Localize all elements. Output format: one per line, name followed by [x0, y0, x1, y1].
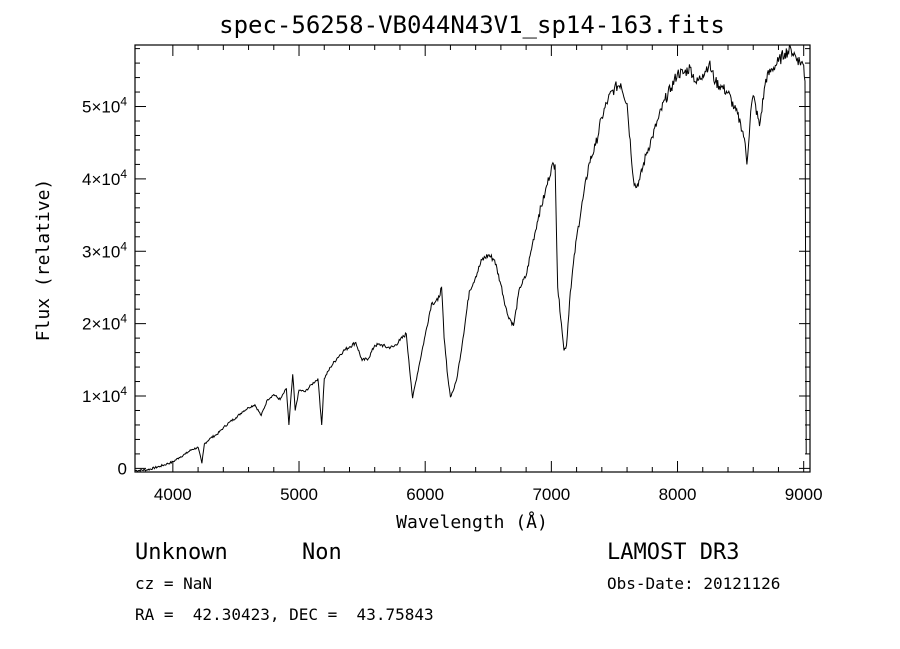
object-class-label: Unknown: [135, 540, 228, 565]
x-tick-label: 9000: [785, 485, 823, 504]
y-axis-label: Flux (relative): [33, 179, 54, 342]
x-tick-label: 6000: [406, 485, 444, 504]
obs-date-label: Obs-Date: 20121126: [607, 574, 780, 593]
x-axis-ticks: 4000 5000 6000 7000 8000 9000: [154, 45, 823, 504]
plot-frame: [134, 44, 811, 473]
coordinates-label: RA = 42.30423, DEC = 43.75843: [135, 605, 434, 624]
y-tick-label: 4×104: [82, 167, 127, 189]
x-tick-label: 7000: [532, 485, 570, 504]
y-tick-label: 0: [118, 459, 127, 478]
x-tick-label: 5000: [280, 485, 318, 504]
chart-title: spec-56258-VB044N43V1_sp14-163.fits: [219, 11, 725, 39]
y-tick-label: 3×104: [82, 239, 127, 261]
x-tick-label: 8000: [659, 485, 697, 504]
survey-label: LAMOST DR3: [607, 540, 739, 565]
series-line-flux: [135, 45, 807, 472]
redshift-label: cz = NaN: [135, 574, 212, 593]
x-axis-label: Wavelength (Å): [396, 511, 548, 533]
object-subclass-label: Non: [302, 540, 342, 565]
y-tick-label: 5×104: [82, 95, 127, 117]
y-tick-label: 1×104: [82, 384, 127, 406]
y-axis-ticks: 0 1×104 2×104 3×104 4×104 5×104: [82, 48, 810, 478]
y-tick-label: 2×104: [82, 312, 127, 334]
x-tick-label: 4000: [154, 485, 192, 504]
